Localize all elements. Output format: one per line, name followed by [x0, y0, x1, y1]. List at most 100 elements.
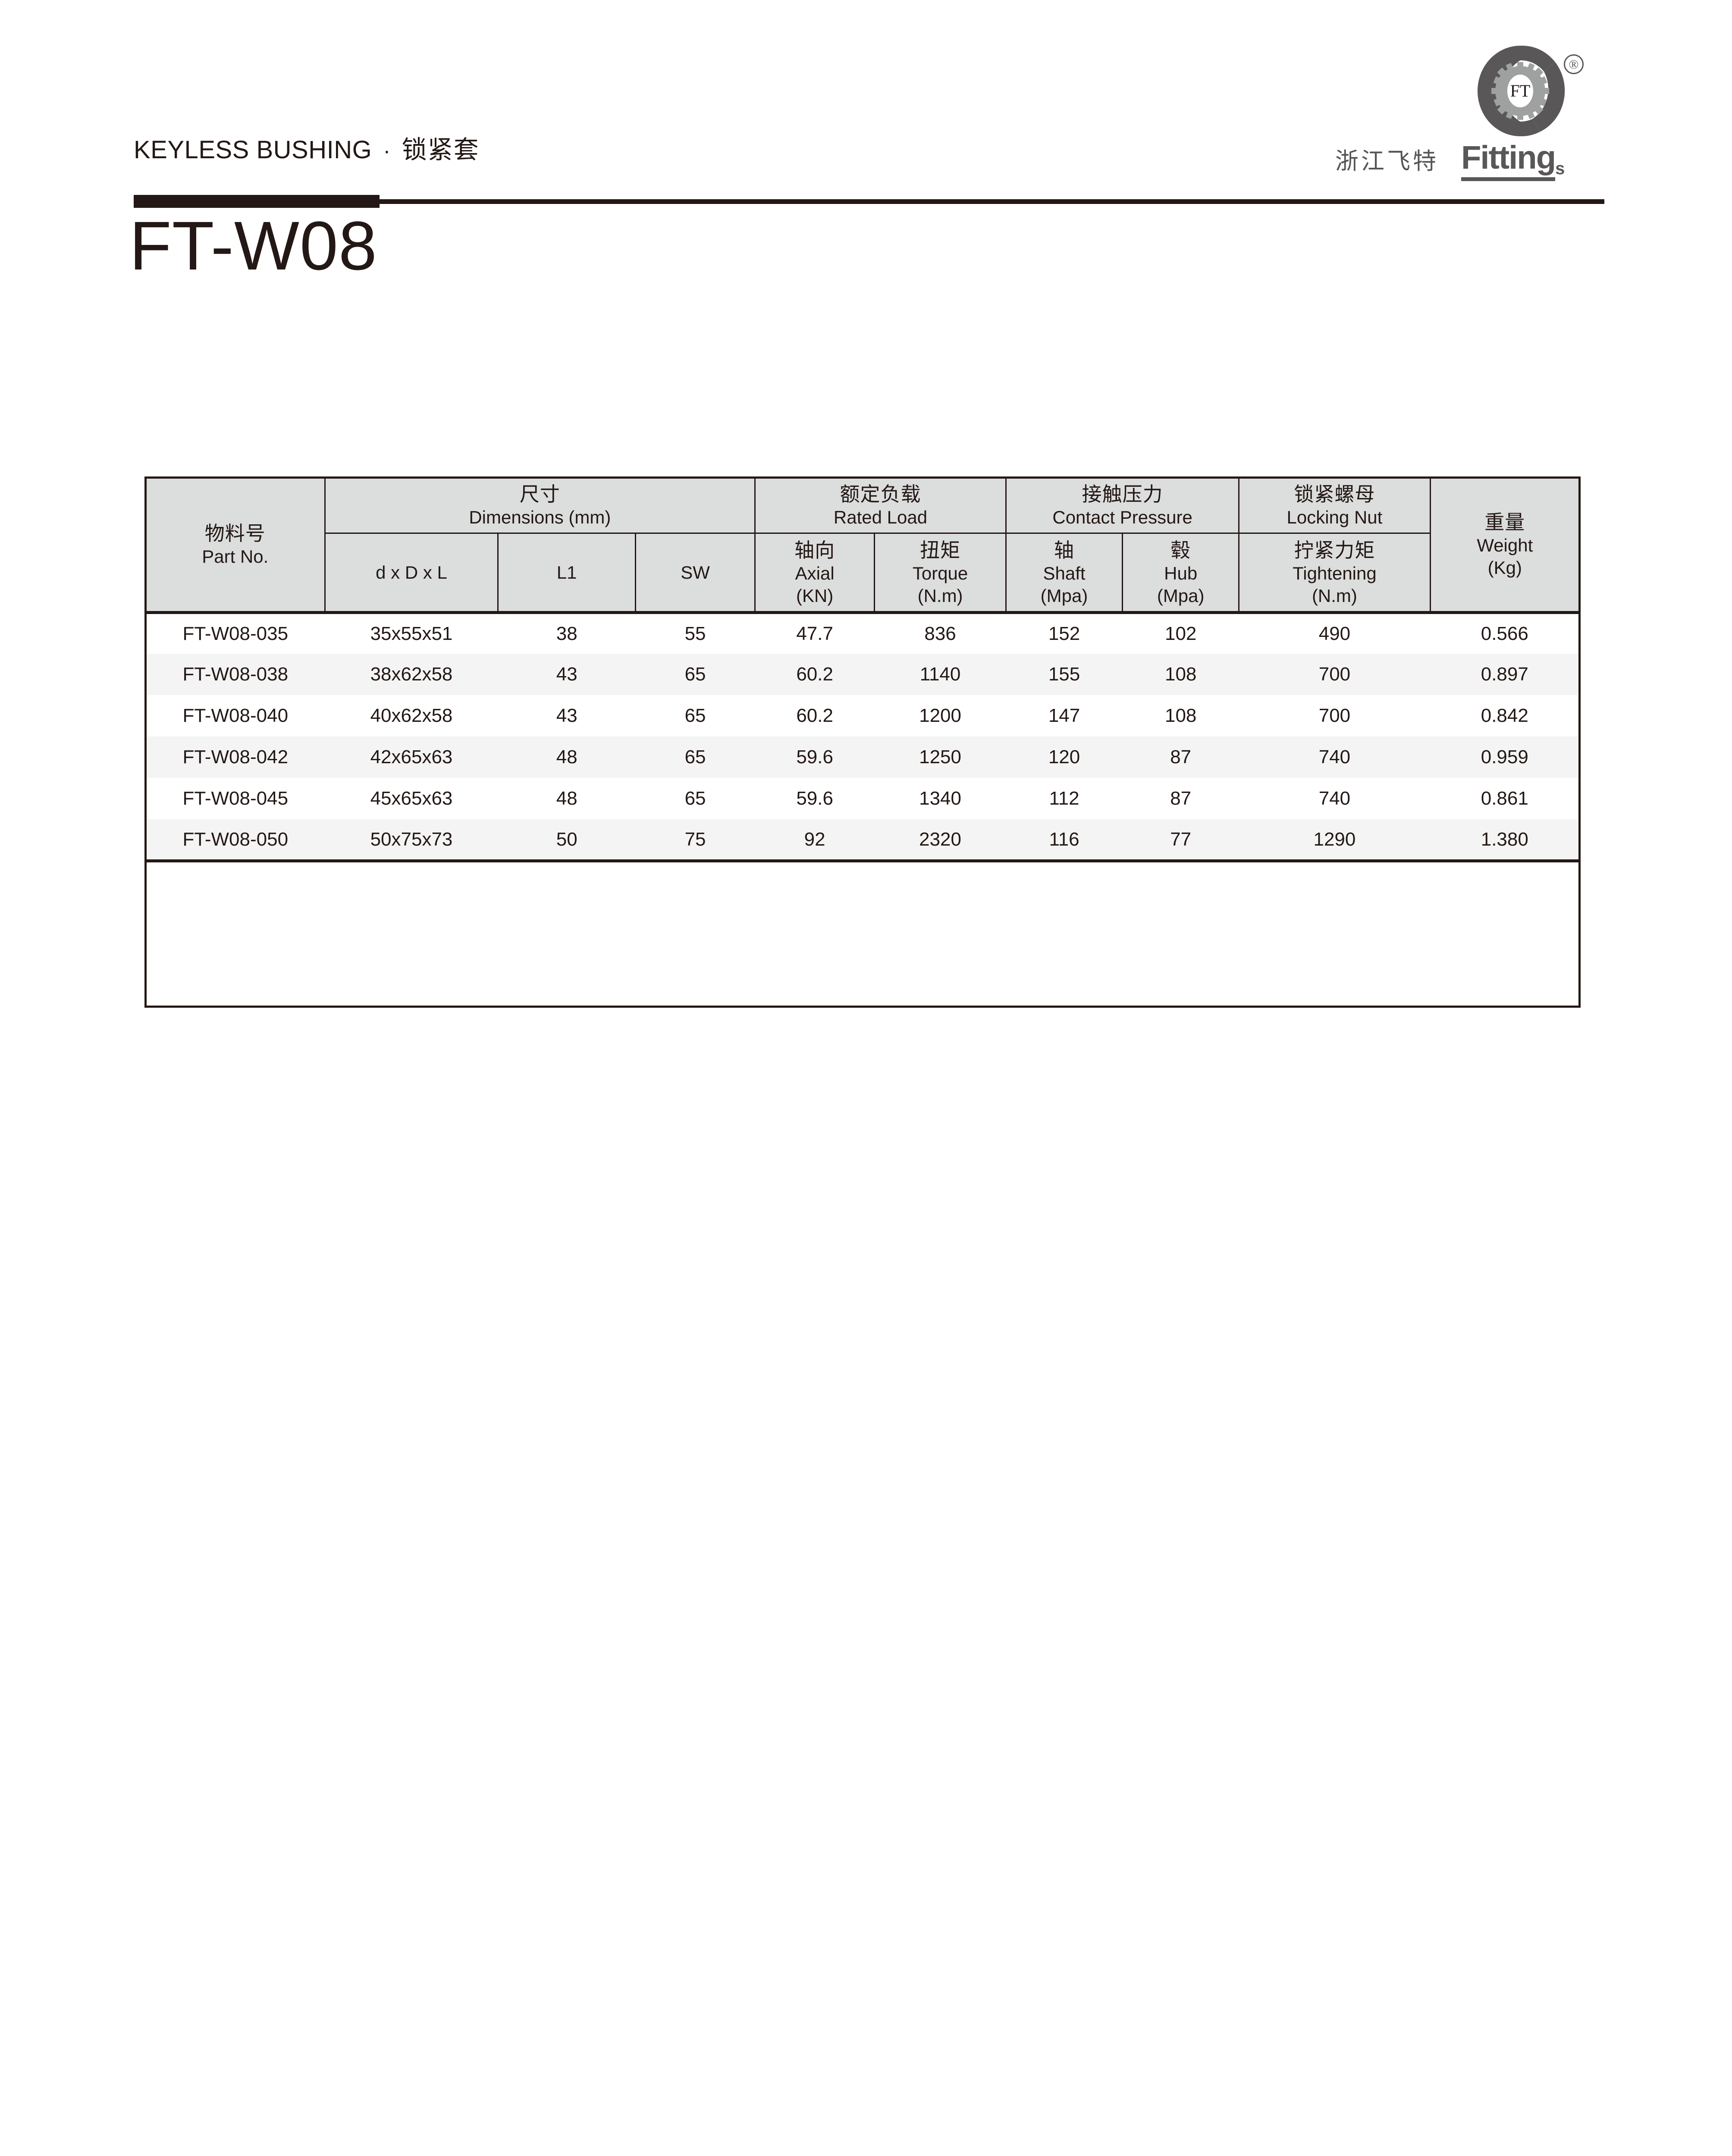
header-separator-dot: · — [383, 138, 391, 163]
subcol-sw: SW — [635, 533, 756, 613]
cell-tightening: 490 — [1239, 611, 1431, 654]
table-row: FT-W08-040 40x62x58 43 65 60.2 1200 147 … — [144, 695, 1581, 737]
table-row: FT-W08-038 38x62x58 43 65 60.2 1140 155 … — [144, 654, 1581, 696]
header-row-sub: d x D x L L1 SW 轴向 Axial (KN) — [146, 533, 1580, 613]
registered-trademark-icon: ® — [1564, 54, 1584, 74]
cell-axial: 60.2 — [755, 695, 875, 737]
subcol-torque-cn: 扭矩 — [920, 539, 961, 562]
page-header: KEYLESS BUSHING · 锁紧套 浙江飞特 — [134, 45, 1604, 207]
subcol-axial-en: Axial — [795, 563, 835, 584]
subcol-tightening-cn: 拧紧力矩 — [1294, 539, 1375, 562]
subcol-shaft-cn: 轴 — [1054, 539, 1075, 562]
cell-tightening: 740 — [1239, 778, 1431, 820]
col-group-dimensions: 尺寸 Dimensions (mm) — [324, 476, 756, 534]
col-locking-nut-cn: 锁紧螺母 — [1294, 483, 1375, 505]
col-group-locking-nut: 锁紧螺母 Locking Nut — [1238, 476, 1431, 534]
cell-l1: 50 — [498, 819, 636, 862]
subcol-l1: L1 — [497, 533, 637, 613]
cell-weight: 0.842 — [1430, 695, 1581, 737]
logo-wordmark: Fitting s — [1461, 139, 1565, 181]
cell-axial: 92 — [755, 819, 875, 862]
cell-sw: 65 — [635, 736, 755, 778]
cell-weight: 1.380 — [1430, 819, 1581, 862]
cell-weight: 0.897 — [1430, 654, 1581, 696]
logo-inner-text: FT — [1510, 81, 1531, 100]
cell-hub: 102 — [1122, 611, 1239, 654]
table-row: FT-W08-045 45x65x63 48 65 59.6 1340 112 … — [144, 778, 1581, 820]
cell-ddl: 35x55x51 — [325, 611, 498, 654]
col-weight-cn: 重量 — [1484, 511, 1525, 534]
cell-l1: 48 — [498, 736, 636, 778]
cell-sw: 75 — [635, 819, 755, 862]
subcol-ddl: d x D x L — [324, 533, 499, 613]
cell-shaft: 155 — [1006, 654, 1123, 696]
subcol-tightening-en: Tightening — [1293, 563, 1377, 584]
cell-part-no: FT-W08-050 — [144, 819, 325, 862]
subcol-sw-en: SW — [681, 562, 710, 583]
cell-hub: 108 — [1122, 654, 1239, 696]
cell-l1: 38 — [498, 611, 636, 654]
col-group-rated-load: 额定负载 Rated Load — [754, 476, 1007, 534]
subcol-hub-unit: (Mpa) — [1157, 585, 1205, 606]
brand-name-cn: 浙江飞特 — [1335, 148, 1439, 174]
cell-ddl: 42x65x63 — [325, 736, 498, 778]
cell-part-no: FT-W08-040 — [144, 695, 325, 737]
cell-axial: 60.2 — [755, 654, 875, 696]
subcol-torque-en: Torque — [912, 563, 968, 584]
subcol-shaft-en: Shaft — [1043, 563, 1086, 584]
cell-ddl: 40x62x58 — [325, 695, 498, 737]
cell-torque: 1200 — [874, 695, 1006, 737]
cell-torque: 1140 — [874, 654, 1006, 696]
subcol-tightening-unit: (N.m) — [1312, 585, 1357, 606]
cell-shaft: 152 — [1006, 611, 1123, 654]
header-title-group: KEYLESS BUSHING · 锁紧套 — [134, 129, 480, 166]
col-part-no-en: Part No. — [202, 546, 269, 567]
cell-sw: 65 — [635, 654, 755, 696]
cell-ddl: 45x65x63 — [325, 778, 498, 820]
subcol-hub: 毂 Hub (Mpa) — [1122, 533, 1240, 613]
gear-ring-icon: FT — [1478, 45, 1565, 137]
table-row: FT-W08-035 35x55x51 38 55 47.7 836 152 1… — [144, 611, 1581, 654]
subcol-axial-cn: 轴向 — [794, 539, 835, 562]
col-group-contact-pressure: 接触压力 Contact Pressure — [1005, 476, 1240, 534]
cell-sw: 55 — [635, 611, 755, 654]
cell-axial: 59.6 — [755, 778, 875, 820]
spec-table-body: FT-W08-035 35x55x51 38 55 47.7 836 152 1… — [144, 611, 1581, 862]
cell-part-no: FT-W08-035 — [144, 611, 325, 654]
spec-table-container: 物料号 Part No. 尺寸 Dimensions (mm) 额定负载 Rat… — [144, 476, 1581, 862]
cell-axial: 59.6 — [755, 736, 875, 778]
col-group-part-no: 物料号 Part No. — [145, 476, 326, 613]
subcol-axial-unit: (KN) — [796, 585, 834, 606]
subcol-l1-en: L1 — [556, 562, 577, 583]
header-row-group: 物料号 Part No. 尺寸 Dimensions (mm) 额定负载 Rat… — [145, 476, 1581, 613]
cell-shaft: 116 — [1006, 819, 1123, 862]
header-title-cn: 锁紧套 — [402, 136, 480, 164]
col-dimensions-en: Dimensions (mm) — [469, 507, 611, 528]
cell-shaft: 147 — [1006, 695, 1123, 737]
col-part-no-cn: 物料号 — [204, 522, 266, 545]
cell-weight: 0.959 — [1430, 736, 1581, 778]
cell-tightening: 700 — [1239, 695, 1431, 737]
company-logo: FT ® Fitting s — [1458, 43, 1604, 181]
subcol-hub-cn: 毂 — [1170, 539, 1191, 562]
cell-ddl: 38x62x58 — [325, 654, 498, 696]
cell-hub: 77 — [1122, 819, 1239, 862]
col-weight-en: Weight — [1477, 535, 1533, 556]
col-contact-pressure-en: Contact Pressure — [1052, 507, 1192, 528]
brand-block: 浙江飞特 — [1335, 43, 1604, 181]
cell-shaft: 120 — [1006, 736, 1123, 778]
cell-sw: 65 — [635, 695, 755, 737]
subcol-hub-en: Hub — [1164, 563, 1198, 584]
cell-tightening: 740 — [1239, 736, 1431, 778]
cell-torque: 2320 — [874, 819, 1006, 862]
table-row: FT-W08-042 42x65x63 48 65 59.6 1250 120 … — [144, 736, 1581, 778]
subcol-torque: 扭矩 Torque (N.m) — [874, 533, 1007, 613]
col-weight-unit: (Kg) — [1487, 557, 1522, 578]
subcol-ddl-en: d x D x L — [376, 562, 447, 583]
cell-torque: 1250 — [874, 736, 1006, 778]
header-rule — [134, 195, 1604, 208]
cell-axial: 47.7 — [755, 611, 875, 654]
subcol-tightening: 拧紧力矩 Tightening (N.m) — [1238, 533, 1431, 613]
cell-l1: 48 — [498, 778, 636, 820]
header-rule-thick — [134, 195, 380, 208]
